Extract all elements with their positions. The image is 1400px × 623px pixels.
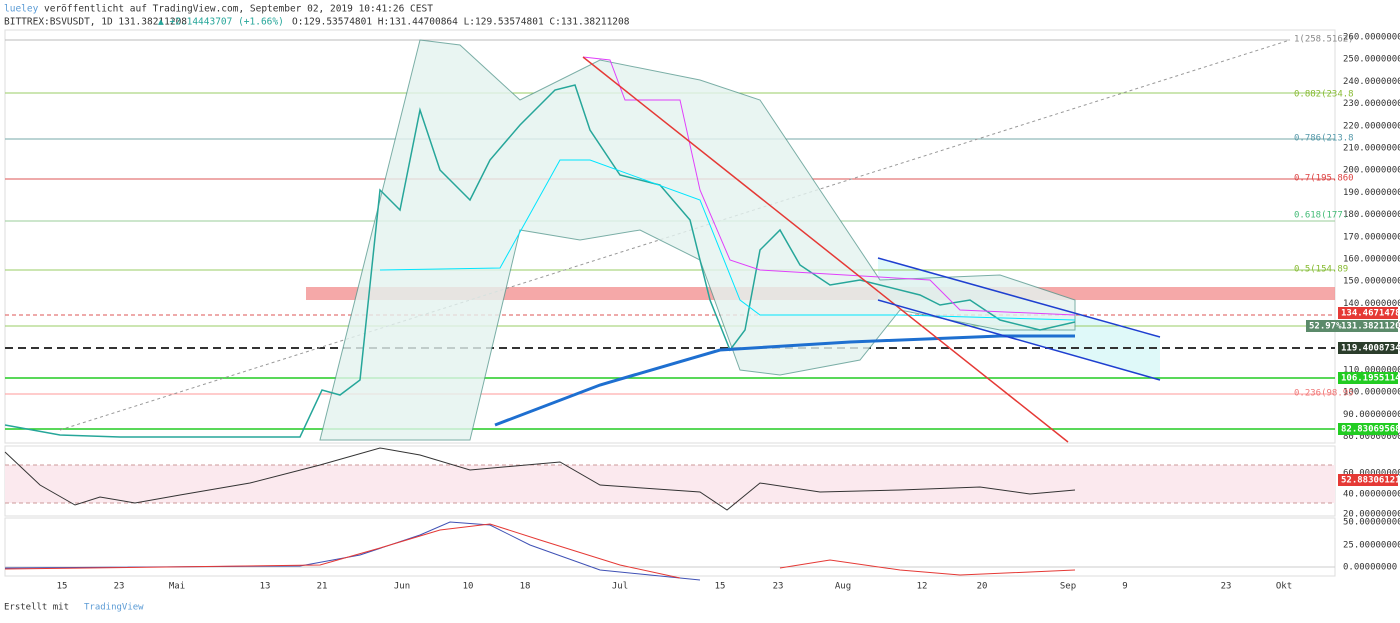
date-label: 20 bbox=[977, 582, 988, 592]
price-tag-label: 119.40087342 bbox=[1341, 344, 1400, 354]
date-label: Sep bbox=[1060, 582, 1076, 592]
price-label: 160.00000000 bbox=[1343, 255, 1400, 265]
price-tag bbox=[1338, 320, 1398, 332]
price-tag-label: 131.38211208 bbox=[1341, 322, 1400, 332]
symbol: BITTREX:BSVUSDT, 1D 131.38211208 bbox=[4, 17, 187, 28]
date-label: Mai bbox=[169, 582, 185, 592]
fib-label: 0.5(154.89 bbox=[1294, 265, 1348, 275]
change: ▲ +2.14443707 (+1.66%) bbox=[158, 17, 284, 28]
fib-label: 0.786(213.8 bbox=[1294, 134, 1354, 144]
date-label: Jul bbox=[612, 582, 628, 592]
date-label: 13 bbox=[260, 582, 271, 592]
price-label: 200.00000000 bbox=[1343, 166, 1400, 176]
price-label: 110.00000000 bbox=[1343, 366, 1400, 376]
date-label: 15 bbox=[715, 582, 726, 592]
price-label: 100.00000000 bbox=[1343, 388, 1400, 398]
macd-pane bbox=[4, 517, 1336, 581]
price-label: 260.00000000 bbox=[1343, 33, 1400, 43]
published: veröffentlicht auf TradingView.com, Sept… bbox=[44, 4, 433, 15]
main-pane bbox=[4, 29, 1336, 444]
price-tag-label: 134.46714786 bbox=[1341, 309, 1400, 319]
price-tag-label: 52.97% bbox=[1309, 322, 1342, 332]
date-label: Jun bbox=[394, 582, 410, 592]
rsi-tag bbox=[1338, 474, 1398, 486]
publisher[interactable]: lueley bbox=[4, 4, 39, 15]
fib-label: 1(258.5162) bbox=[1294, 35, 1354, 45]
price-label: 250.00000000 bbox=[1343, 55, 1400, 65]
ohlc: O:129.53574801 H:131.44700864 L:129.5357… bbox=[292, 17, 630, 28]
date-label: 21 bbox=[317, 582, 328, 592]
footer-made: Erstellt mit bbox=[4, 603, 69, 613]
price-tag bbox=[1338, 423, 1398, 435]
price-tag bbox=[1338, 342, 1398, 354]
date-label: 10 bbox=[463, 582, 474, 592]
price-tag-label: 106.19551144 bbox=[1341, 374, 1400, 384]
price-label: 170.00000000 bbox=[1343, 232, 1400, 242]
rsi-label: 60.00000000 bbox=[1343, 469, 1400, 479]
fib-label: 0.236(98.95 bbox=[1294, 389, 1354, 399]
date-label: 15 bbox=[57, 582, 68, 592]
price-label: 190.00000000 bbox=[1343, 188, 1400, 198]
price-label: 230.00000000 bbox=[1343, 99, 1400, 109]
price-label: 210.00000000 bbox=[1343, 144, 1400, 154]
price-label: 180.00000000 bbox=[1343, 210, 1400, 220]
date-label: Aug bbox=[835, 582, 851, 592]
date-label: 9 bbox=[1122, 582, 1127, 592]
macd-label: 50.00000000 bbox=[1343, 518, 1400, 528]
price-label: 240.00000000 bbox=[1343, 77, 1400, 87]
fib-label: 0.618(177. bbox=[1294, 211, 1348, 221]
rsi-tag-label: 52.88306121 bbox=[1341, 476, 1400, 486]
price-label: 150.00000000 bbox=[1343, 277, 1400, 287]
footer-brand: TradingView bbox=[84, 603, 144, 613]
macd-label: 25.00000000 bbox=[1343, 541, 1400, 551]
labels: 260.00000000250.00000000240.00000000230.… bbox=[4, 33, 1400, 613]
date-label: 23 bbox=[114, 582, 125, 592]
fib-label: 0.7(195.860 bbox=[1294, 174, 1354, 184]
rsi-label: 20.00000000 bbox=[1343, 510, 1400, 520]
date-label: 12 bbox=[917, 582, 928, 592]
date-label: 23 bbox=[773, 582, 784, 592]
rsi-label: 40.00000000 bbox=[1343, 490, 1400, 500]
macd-label: 0.00000000 bbox=[1343, 563, 1397, 573]
date-label: 18 bbox=[520, 582, 531, 592]
price-tag-label: 82.83069568 bbox=[1341, 425, 1400, 435]
price-label: 90.00000000 bbox=[1343, 410, 1400, 420]
price-tag bbox=[1338, 372, 1398, 384]
price-label: 140.00000000 bbox=[1343, 299, 1400, 309]
fib-label: 0.882(234.8 bbox=[1294, 90, 1354, 100]
rsi-pane bbox=[4, 445, 1336, 517]
price-label: 220.00000000 bbox=[1343, 121, 1400, 131]
price-tag bbox=[1338, 307, 1398, 319]
date-label: Okt bbox=[1276, 582, 1292, 592]
date-label: 23 bbox=[1221, 582, 1232, 592]
price-label: 80.00000000 bbox=[1343, 432, 1400, 442]
price-tag bbox=[1306, 320, 1338, 332]
